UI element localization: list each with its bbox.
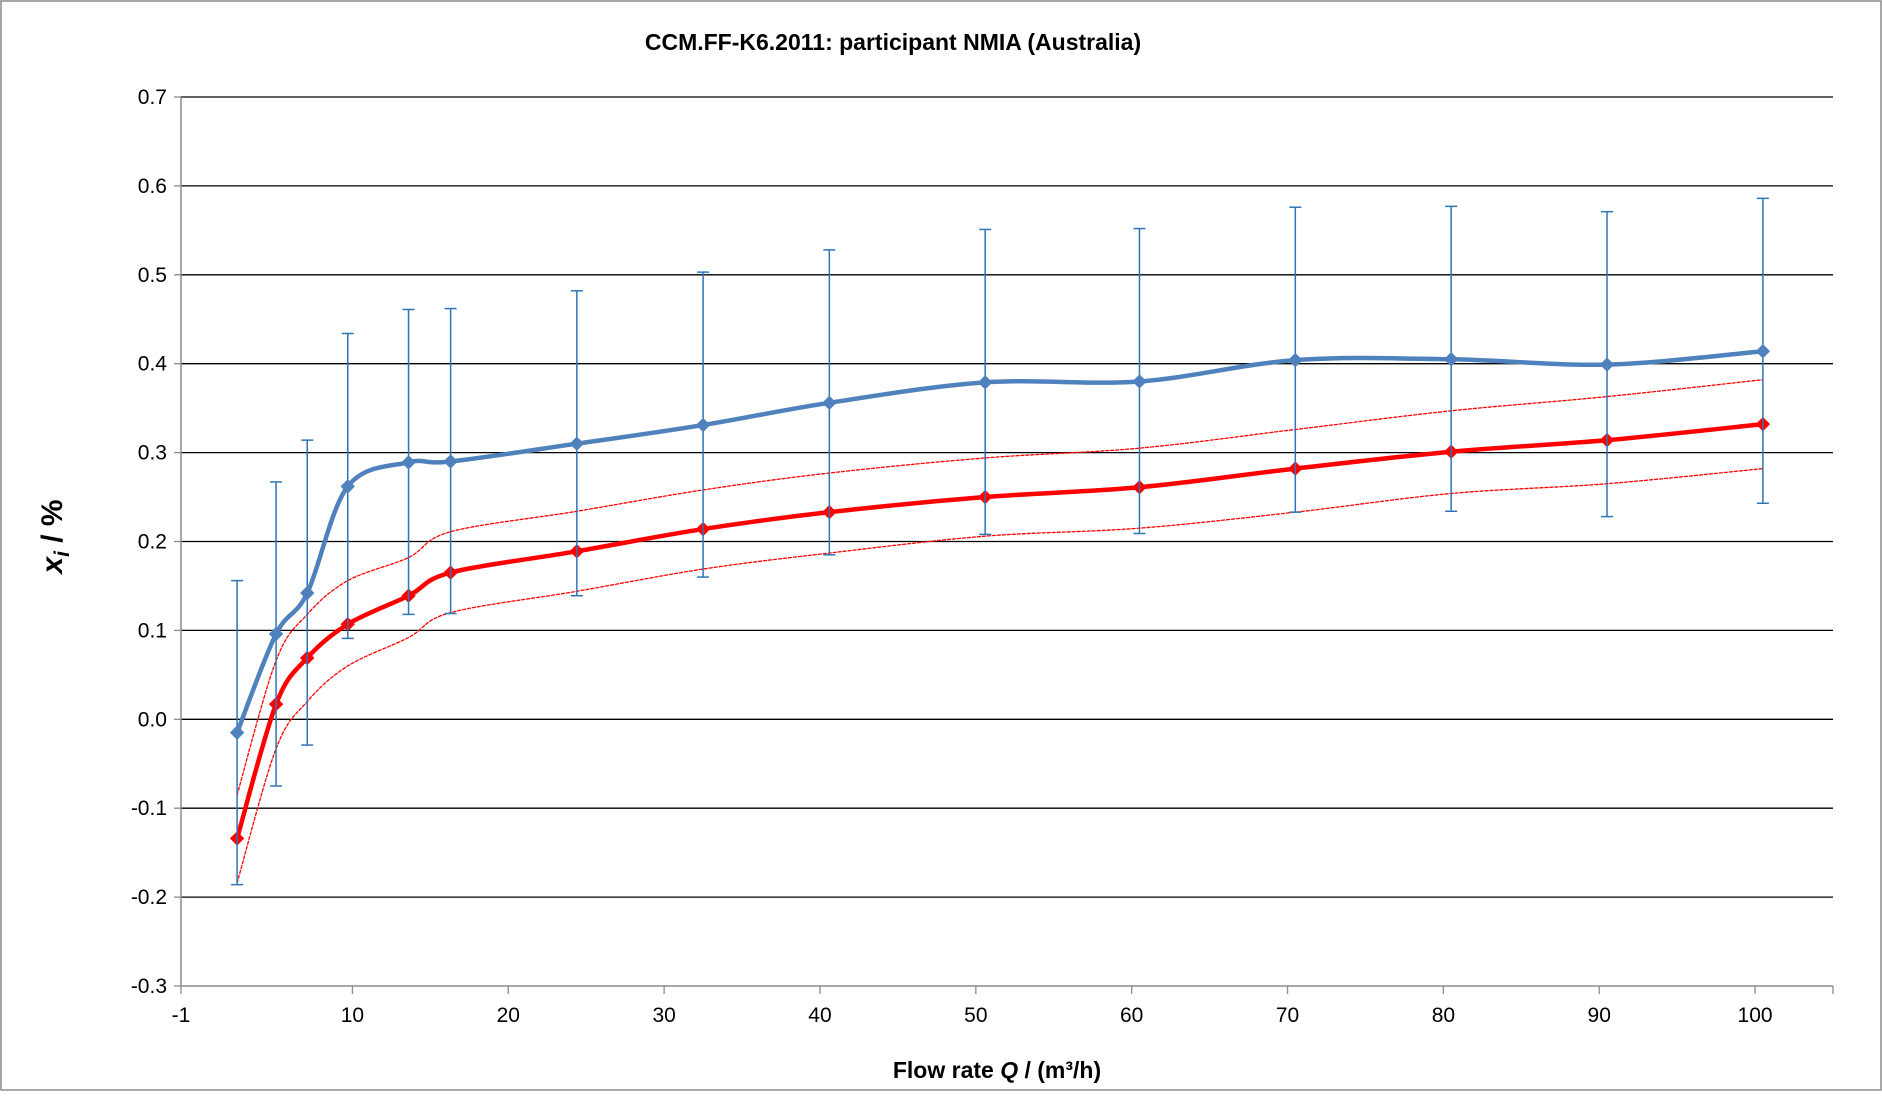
series-2 [236, 379, 1764, 796]
x-axis-title-prefix: Flow rate [893, 1057, 1000, 1083]
y-tick-label: 0.1 [138, 619, 167, 642]
data-point-marker [300, 585, 315, 601]
data-point-marker [1288, 352, 1303, 368]
series-0 [229, 197, 1771, 886]
chart-title: CCM.FF-K6.2011: participant NMIA (Austra… [645, 29, 1141, 55]
y-tick-label: 0.4 [138, 353, 168, 376]
series-line [236, 467, 1764, 884]
grid-lines [181, 96, 1833, 898]
data-point-marker [695, 417, 711, 433]
axes: -0.3 -0.2 -0.1 0.0 0.1 0.2 0.3 0.4 0.5 0.6 0.7 -1 10… [131, 86, 1834, 1027]
x-tick-label: 20 [497, 1004, 520, 1027]
y-tick-label: -0.1 [131, 797, 167, 820]
data-point-marker [268, 626, 284, 642]
data-point-marker [401, 455, 416, 470]
y-tick-label: 0.6 [138, 175, 167, 198]
series-3 [236, 467, 1764, 884]
y-tick-label: -0.3 [131, 975, 167, 998]
y-axis-title-subscript: i [51, 550, 74, 557]
data-point-marker [1755, 344, 1771, 359]
y-axis-title-suffix: / % [36, 499, 69, 551]
x-axis-title-suffix: / (m³/h) [1018, 1057, 1101, 1083]
y-axis-title: xi / % [36, 499, 74, 575]
data-point-marker [977, 375, 993, 390]
y-tick-label: 0.5 [138, 264, 167, 287]
x-tick-label: 10 [341, 1004, 364, 1027]
x-tick-label: 90 [1588, 1004, 1611, 1027]
x-tick-label: -1 [172, 1004, 191, 1027]
data-point-marker [1599, 357, 1615, 372]
y-axis-title-symbol: x [36, 556, 69, 576]
x-axis-title: Flow rate Q / (m³/h) [893, 1057, 1101, 1083]
x-tick-label: 60 [1120, 1004, 1143, 1027]
y-tick-label: 0.0 [138, 708, 167, 731]
x-tick-label: 30 [652, 1004, 675, 1027]
y-tick-label: 0.7 [138, 86, 167, 109]
x-tick-label: 100 [1738, 1004, 1773, 1027]
y-tick-label: 0.3 [138, 442, 167, 465]
y-tick-label: 0.2 [138, 531, 167, 554]
x-tick-label: 70 [1276, 1004, 1299, 1027]
x-tick-label: 40 [808, 1004, 831, 1027]
data-point-marker [340, 479, 355, 494]
data-point-marker [569, 436, 585, 451]
x-axis-title-symbol: Q [1000, 1057, 1018, 1083]
y-tick-label: -0.2 [131, 886, 167, 909]
data-point-marker [229, 725, 245, 740]
data-point-marker [1443, 352, 1459, 367]
data-point-marker [822, 395, 837, 411]
data-point-marker [443, 454, 458, 469]
data-point-marker [1132, 374, 1147, 389]
data-series [229, 197, 1771, 886]
x-tick-label: 50 [964, 1004, 987, 1027]
series-line [236, 379, 1764, 796]
x-tick-label: 80 [1432, 1004, 1455, 1027]
